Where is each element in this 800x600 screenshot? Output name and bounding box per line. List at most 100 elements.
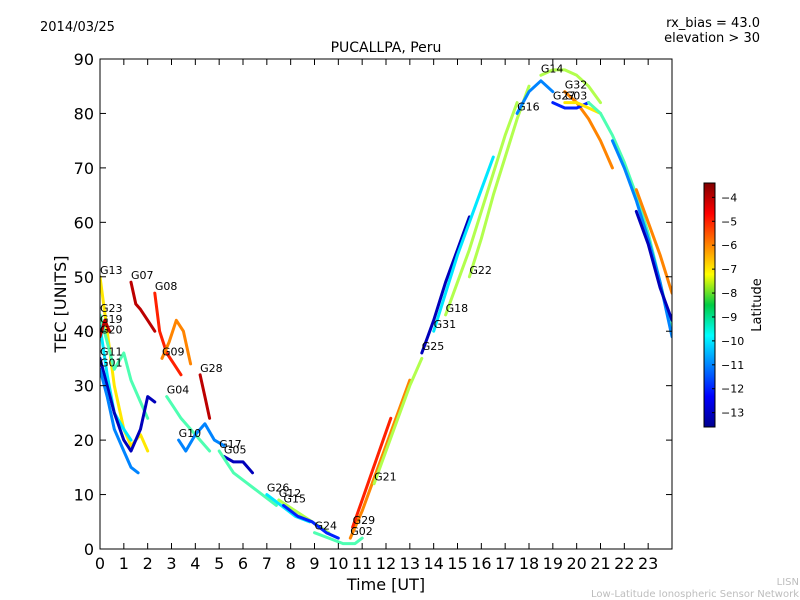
x-tick-label: 12 — [376, 554, 396, 573]
satellite-label: G15 — [284, 492, 307, 505]
satellite-trace — [177, 422, 226, 453]
x-tick-label: 8 — [286, 554, 296, 573]
x-tick-label: 4 — [190, 554, 200, 573]
colorbar-tick-label: −6 — [721, 239, 737, 252]
satellite-trace — [372, 356, 424, 486]
colorbar-tick-label: −5 — [721, 215, 737, 228]
chart-title: PUCALLPA, Peru — [331, 40, 442, 56]
date-label: 2014/03/25 — [40, 20, 115, 35]
x-tick-label: 17 — [495, 554, 515, 573]
x-tick-label: 6 — [238, 554, 248, 573]
colorbar-tick-label: −11 — [721, 359, 744, 372]
satellite-trace — [100, 367, 140, 475]
satellite-label: G21 — [374, 471, 397, 484]
satellite-trace — [515, 79, 555, 115]
satellite-trace — [153, 291, 183, 377]
satellite-label: G03 — [565, 90, 588, 103]
satellite-trace — [222, 454, 254, 475]
satellite-trace — [282, 503, 340, 540]
satellite-trace — [539, 68, 602, 105]
satellite-label: G10 — [179, 427, 202, 440]
x-tick-label: 20 — [566, 554, 586, 573]
x-tick-label: 3 — [166, 554, 176, 573]
satellite-trace — [444, 101, 519, 317]
x-tick-label: 15 — [447, 554, 467, 573]
satellite-label: G07 — [131, 269, 154, 282]
colorbar-tick-label: −13 — [721, 407, 744, 420]
satellite-labels: G13G23G19G20G11G01G07G08G09G04G10G28G05G… — [100, 62, 587, 538]
satellite-trace — [217, 449, 278, 507]
satellite-label: G28 — [200, 362, 223, 375]
satellite-label: G29 — [353, 514, 376, 527]
satellite-trace — [432, 155, 495, 333]
satellite-trace — [348, 378, 412, 540]
x-tick-label: 2 — [143, 554, 153, 573]
watermark-line1: LISN — [777, 577, 799, 588]
satellite-trace — [100, 356, 157, 453]
satellite-trace — [165, 395, 212, 453]
x-axis-label: Time [UT] — [346, 575, 425, 594]
watermark-line2: Low-Latitude Ionospheric Sensor Network — [591, 589, 799, 600]
x-tick-label: 18 — [519, 554, 539, 573]
satellite-trace — [610, 139, 672, 339]
x-tick-label: 22 — [614, 554, 634, 573]
colorbar-tick-label: −9 — [721, 311, 737, 324]
x-tick-label: 13 — [400, 554, 420, 573]
satellite-label: G19 — [100, 313, 123, 326]
x-tick-label: 11 — [352, 554, 372, 573]
colorbar-label: Latitude — [750, 278, 765, 332]
satellite-label: G23 — [100, 302, 123, 315]
colorbar-tick-label: −8 — [721, 287, 737, 300]
satellite-trace — [198, 373, 212, 420]
x-tick-label: 1 — [119, 554, 129, 573]
satellite-label: G17 — [219, 438, 242, 451]
elevation-label: elevation > 30 — [664, 31, 760, 46]
y-axis-ticks: 0 10 20 30 40 50 60 70 80 90 — [74, 50, 672, 559]
colorbar-tick-label: −7 — [721, 263, 737, 276]
satellite-label: G02 — [350, 525, 373, 538]
satellite-label: G01 — [100, 356, 123, 369]
y-tick-label: 60 — [74, 213, 94, 232]
satellite-label: G09 — [162, 345, 185, 358]
satellite-label: G11 — [100, 345, 123, 358]
satellite-trace — [313, 531, 364, 546]
x-tick-label: 19 — [543, 554, 563, 573]
satellite-label: G31 — [434, 318, 457, 331]
x-tick-label: 7 — [262, 554, 272, 573]
satellite-label: G13 — [100, 264, 123, 277]
satellite-trace — [563, 101, 602, 115]
satellite-label: G32 — [565, 79, 588, 92]
satellite-trace — [129, 280, 157, 333]
y-tick-label: 20 — [74, 431, 94, 450]
x-tick-label: 16 — [471, 554, 491, 573]
satellite-trace — [100, 313, 150, 420]
series-layer — [100, 68, 672, 546]
satellite-trace — [587, 101, 672, 333]
satellite-label: G12 — [279, 487, 302, 500]
colorbar-tick-label: −4 — [721, 191, 737, 204]
satellite-label: G25 — [422, 340, 445, 353]
x-tick-label: 9 — [309, 554, 319, 573]
satellite-trace — [563, 90, 614, 170]
satellite-label: G04 — [167, 384, 190, 397]
satellite-label: G27 — [553, 90, 576, 103]
satellite-label: G24 — [315, 520, 338, 533]
satellite-trace — [351, 416, 393, 529]
x-tick-label: 5 — [214, 554, 224, 573]
x-tick-label: 0 — [95, 554, 105, 573]
x-tick-label: 14 — [423, 554, 443, 573]
y-tick-label: 50 — [74, 268, 94, 287]
satellite-label: G22 — [469, 264, 492, 277]
y-tick-label: 80 — [74, 104, 94, 123]
x-tick-label: 23 — [638, 554, 658, 573]
y-axis-label: TEC [UNITS] — [51, 256, 70, 354]
satellite-label: G26 — [267, 482, 290, 495]
colorbar-tick-label: −12 — [721, 383, 744, 396]
rx-bias-label: rx_bias = 43.0 — [666, 16, 760, 31]
y-tick-label: 40 — [74, 322, 94, 341]
colorbar-ticks: −4 −5 −6 −7 −8 −9 −10 −11 −12 −13 — [712, 191, 744, 420]
y-tick-label: 0 — [84, 540, 94, 559]
y-tick-label: 70 — [74, 159, 94, 178]
y-tick-label: 90 — [74, 50, 94, 69]
